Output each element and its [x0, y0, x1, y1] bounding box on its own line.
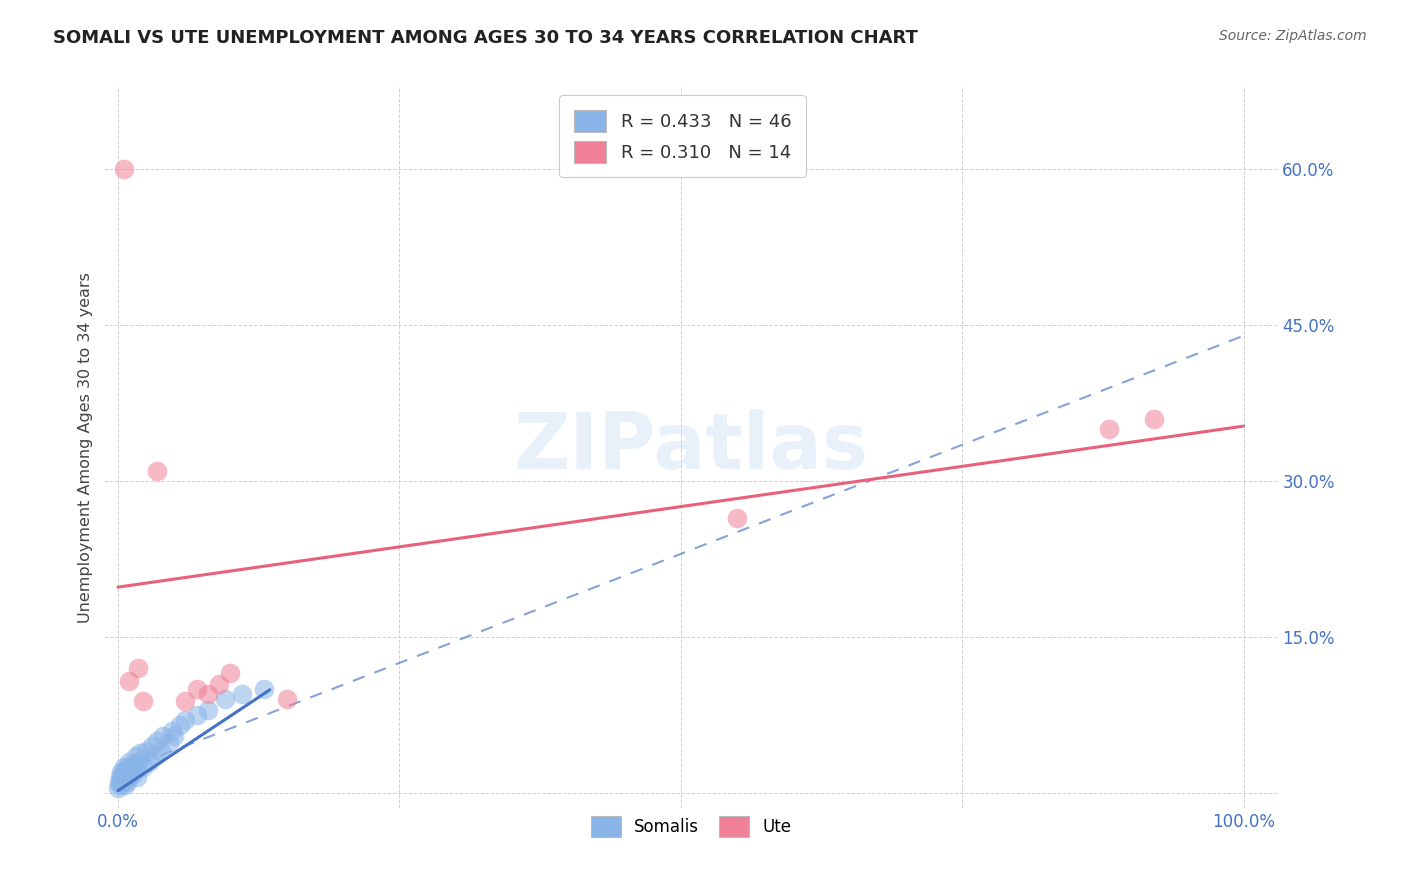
Point: [115, 775, 138, 789]
Point: [127, 661, 149, 675]
Point: [107, 780, 129, 795]
Text: ZIPatlas: ZIPatlas: [513, 409, 869, 485]
Point: [110, 765, 132, 780]
Point: [186, 681, 208, 696]
Point: [118, 673, 141, 688]
Point: [114, 773, 136, 788]
Point: [219, 666, 242, 681]
Point: [120, 765, 142, 780]
Point: [118, 755, 141, 769]
Point: [112, 760, 135, 774]
Point: [197, 703, 219, 717]
Point: [208, 677, 231, 691]
Point: [127, 755, 149, 769]
Point: [1142, 412, 1164, 426]
Text: Source: ZipAtlas.com: Source: ZipAtlas.com: [1219, 29, 1367, 44]
Point: [197, 687, 219, 701]
Point: [121, 767, 143, 781]
Point: [149, 744, 172, 758]
Point: [111, 767, 134, 781]
Point: [124, 763, 146, 777]
Point: [231, 687, 253, 701]
Point: [131, 760, 153, 774]
Point: [108, 775, 131, 789]
Point: [169, 718, 191, 732]
Point: [110, 773, 132, 788]
Point: [129, 747, 152, 761]
Point: [1097, 422, 1119, 436]
Point: [108, 770, 131, 784]
Point: [146, 734, 169, 748]
Point: [114, 765, 136, 780]
Point: [725, 510, 748, 524]
Legend: Somalis, Ute: Somalis, Ute: [583, 810, 797, 844]
Point: [108, 778, 131, 792]
Point: [138, 755, 160, 769]
Point: [174, 694, 197, 708]
Point: [186, 707, 208, 722]
Point: [157, 736, 180, 750]
Point: [146, 464, 169, 478]
Point: [214, 692, 236, 706]
Point: [122, 756, 145, 771]
Point: [163, 729, 186, 743]
Point: [112, 162, 135, 177]
Point: [125, 770, 148, 784]
Point: [114, 778, 136, 792]
Point: [253, 681, 276, 696]
Point: [141, 739, 163, 753]
Point: [135, 744, 157, 758]
Point: [112, 770, 135, 784]
Point: [120, 760, 142, 774]
Point: [117, 760, 139, 774]
Point: [114, 763, 136, 777]
Y-axis label: Unemployment Among Ages 30 to 34 years: Unemployment Among Ages 30 to 34 years: [79, 272, 93, 623]
Point: [276, 692, 298, 706]
Point: [131, 694, 153, 708]
Point: [174, 713, 197, 727]
Text: SOMALI VS UTE UNEMPLOYMENT AMONG AGES 30 TO 34 YEARS CORRELATION CHART: SOMALI VS UTE UNEMPLOYMENT AMONG AGES 30…: [53, 29, 918, 47]
Point: [160, 723, 183, 738]
Point: [111, 775, 134, 789]
Point: [118, 770, 141, 784]
Point: [143, 749, 166, 764]
Point: [125, 749, 148, 764]
Point: [152, 729, 174, 743]
Point: [115, 767, 138, 781]
